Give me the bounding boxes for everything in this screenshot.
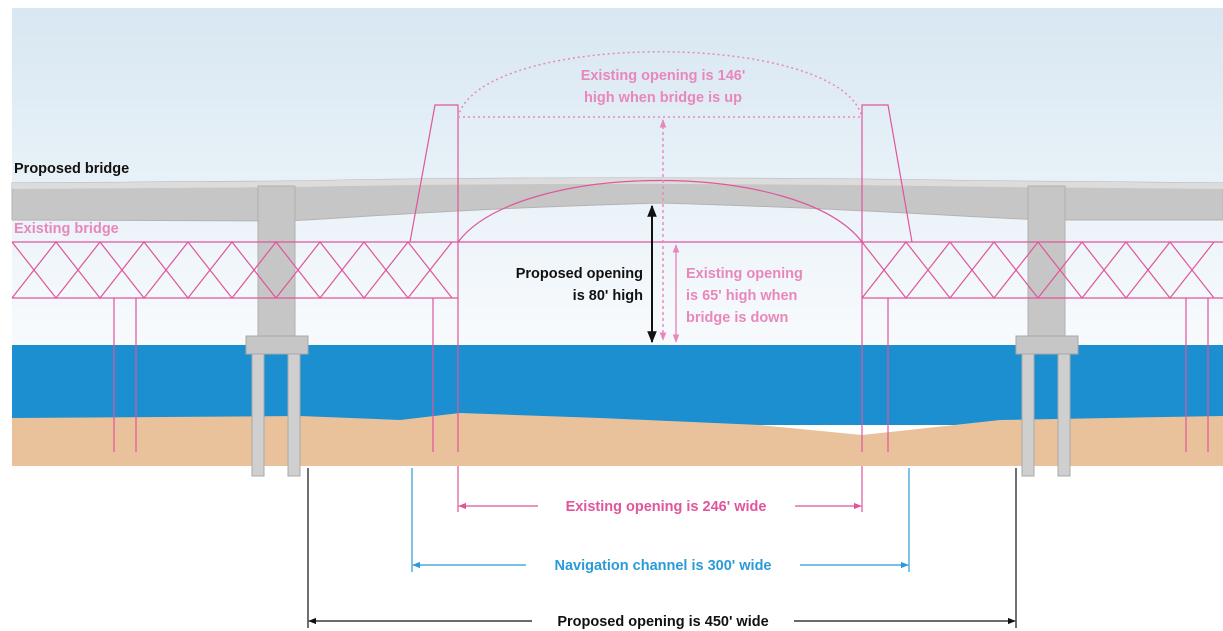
existing-bridge bbox=[11, 104, 1223, 452]
existing-bridge-label: Existing bridge bbox=[14, 221, 119, 237]
proposed-bridge-deck-highlight bbox=[12, 178, 1223, 189]
dimension-extension-lines bbox=[307, 466, 1017, 628]
proposed-pier-right bbox=[1015, 185, 1079, 477]
proposed-pier-left bbox=[245, 185, 309, 477]
proposed-height-label-line2: is 80' high bbox=[573, 288, 643, 304]
nav-channel-width-label: Navigation channel is 300' wide bbox=[555, 558, 772, 574]
existing-raised-span bbox=[457, 51, 863, 118]
existing-down-label-line1: Existing opening bbox=[686, 266, 803, 282]
existing-width-label: Existing opening is 246' wide bbox=[566, 499, 767, 515]
proposed-bridge-label: Proposed bridge bbox=[14, 161, 129, 177]
proposed-width-label: Proposed opening is 450' wide bbox=[557, 614, 768, 630]
riverbed bbox=[12, 413, 1223, 466]
existing-down-label-line3: bridge is down bbox=[686, 310, 788, 326]
water bbox=[12, 345, 1223, 425]
existing-down-label-line2: is 65' high when bbox=[686, 288, 797, 304]
existing-up-label-line2: high when bridge is up bbox=[584, 90, 742, 106]
existing-up-label-line1: Existing opening is 146' bbox=[581, 68, 746, 84]
proposed-height-label-line1: Proposed opening bbox=[516, 266, 643, 282]
